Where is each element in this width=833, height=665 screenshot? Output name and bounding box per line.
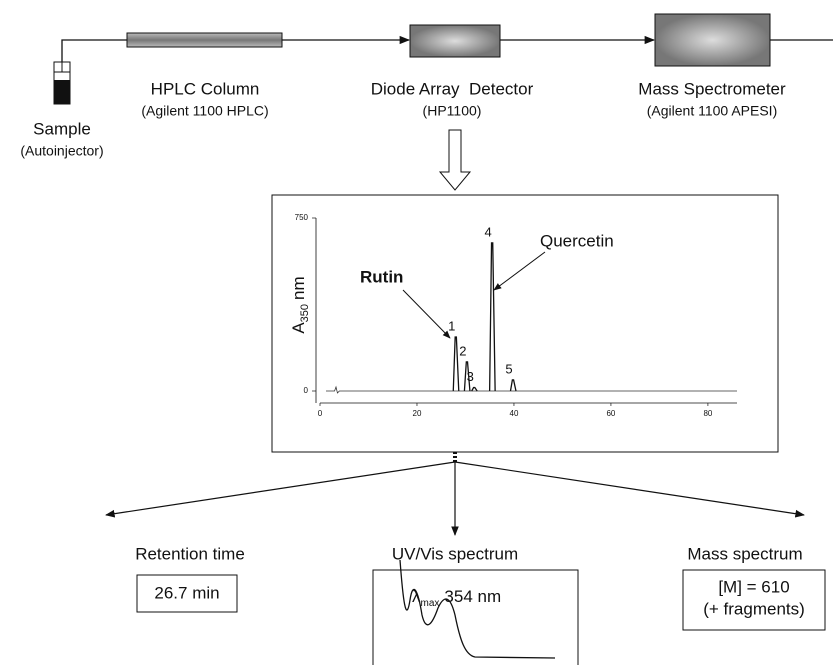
- peak: [471, 386, 478, 392]
- hollow-arrow: [438, 129, 472, 191]
- peak: [509, 379, 517, 392]
- peak: [452, 336, 460, 392]
- mass-value: [M] = 610: [718, 577, 789, 596]
- peak-label: 2: [459, 343, 466, 358]
- label: Mass Spectrometer: [638, 79, 786, 98]
- chromatogram-frame: [271, 194, 779, 453]
- uv-lambda: λmax 354 nm: [412, 587, 501, 608]
- peak: [463, 361, 471, 392]
- y-axis-label: A350 nm: [289, 276, 310, 333]
- y-label-main: A: [289, 322, 308, 334]
- label: (Autoinjector): [20, 143, 103, 159]
- flow-lines: [61, 35, 833, 62]
- x-tick-label: 60: [606, 409, 615, 418]
- x-tick-label: 80: [703, 409, 712, 418]
- y-label-unit: nm: [289, 276, 308, 300]
- sample-vial: [53, 61, 71, 105]
- y-tick-label: 750: [295, 213, 309, 222]
- lambda: λ: [412, 587, 421, 606]
- peak: [488, 242, 496, 392]
- peak-label: 3: [467, 369, 474, 384]
- mass-box: [682, 569, 826, 631]
- baseline: [326, 385, 737, 394]
- mass-spectrometer: [654, 13, 771, 67]
- y-label-sub: 350: [299, 304, 311, 322]
- x-tick-label: 20: [413, 409, 422, 418]
- lambda-value: 354 nm: [444, 587, 501, 606]
- label: Diode Array Detector: [371, 79, 534, 98]
- uv-spectrum: [399, 559, 556, 659]
- chromatogram: 0 20 40 60 80 0 750 123 4 5: [295, 213, 737, 418]
- annotation-arrow: [402, 289, 451, 339]
- output-title: UV/Vis spectrum: [392, 544, 518, 563]
- label: HPLC Column: [151, 79, 260, 98]
- annotation-arrow: [493, 251, 546, 291]
- label: (Agilent 1100 APESI): [647, 103, 777, 119]
- label: (HP1100): [423, 103, 482, 119]
- output-arrows: [105, 461, 805, 536]
- peak-label: 5: [505, 361, 512, 376]
- detector: [409, 24, 501, 58]
- column: [126, 32, 283, 48]
- peak-label: 1: [448, 318, 455, 333]
- peak-label: 4: [485, 224, 492, 239]
- lambda-sub: max: [421, 598, 440, 609]
- x-tick-label: 40: [510, 409, 519, 418]
- output-title: Mass spectrum: [687, 544, 802, 563]
- y-tick-label: 0: [304, 386, 309, 395]
- label: Sample: [33, 119, 91, 138]
- uv-box: [372, 569, 579, 665]
- annotation: Rutin: [360, 267, 403, 286]
- x-tick-label: 0: [318, 409, 323, 418]
- retention-box: [136, 574, 238, 613]
- output-title: Retention time: [135, 544, 245, 563]
- annotation: Quercetin: [540, 231, 614, 250]
- label: (Agilent 1100 HPLC): [141, 103, 268, 119]
- retention-value: 26.7 min: [154, 583, 219, 602]
- mass-value: (+ fragments): [703, 599, 805, 618]
